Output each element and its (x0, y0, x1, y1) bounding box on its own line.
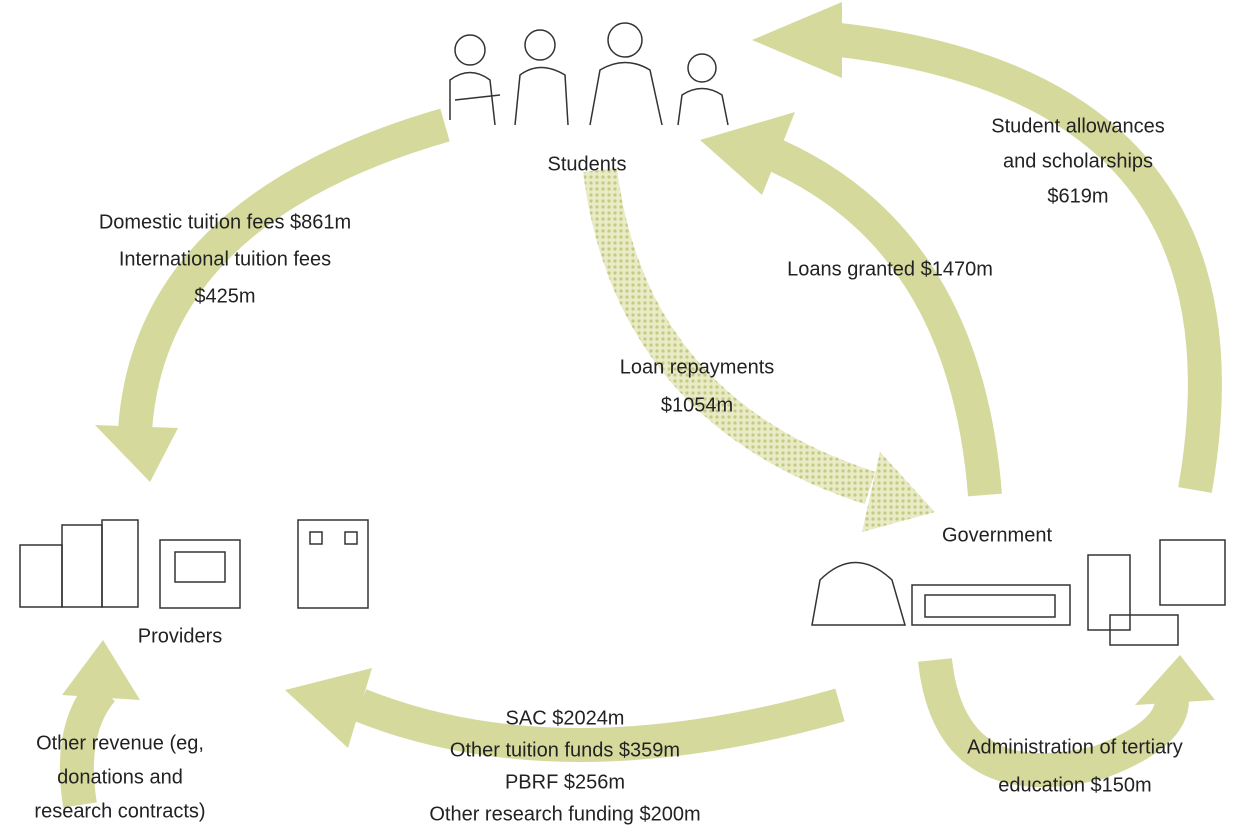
node-label: Providers (138, 625, 222, 647)
flow-label: PBRF $256m (505, 771, 625, 793)
flow-label: and scholarships (1003, 150, 1153, 172)
arrowhead (752, 2, 842, 78)
arrowhead (95, 425, 178, 482)
flow-label: $1054m (661, 394, 733, 416)
arrowhead (700, 112, 795, 195)
flow-label: Other revenue (eg, (36, 732, 204, 754)
arrow-loan-repayments (583, 167, 876, 505)
arrow-loans-granted (768, 139, 1002, 497)
flow-label: SAC $2024m (506, 707, 625, 729)
flow-label: $619m (1047, 185, 1108, 207)
node-label: Government (942, 524, 1052, 546)
flow-label: Loans granted $1470m (787, 258, 993, 280)
arrowhead (862, 452, 935, 532)
flow-label: Other research funding $200m (429, 803, 700, 825)
arrow-tuition (118, 108, 450, 432)
flow-label: Student allowances (991, 115, 1164, 137)
flow-label: Domestic tuition fees $861m (99, 211, 351, 233)
flow-label: International tuition fees (119, 248, 331, 270)
arrowhead (62, 640, 140, 700)
government-illustration (811, 539, 1226, 646)
flow-label: Loan repayments (620, 356, 775, 378)
providers-illustration (19, 519, 369, 609)
arrow-admin (918, 657, 1189, 788)
flow-label: education $150m (998, 774, 1151, 796)
arrow-other-revenue (59, 678, 116, 808)
flow-label: Other tuition funds $359m (450, 739, 680, 761)
labels: Students Providers Government Domestic tuit… (34, 115, 1182, 825)
students-illustration (449, 22, 729, 126)
arrow-sac (353, 688, 845, 762)
flow-label: research contracts) (34, 800, 205, 822)
flow-label: $425m (194, 285, 255, 307)
node-label: Students (548, 153, 627, 175)
arrows (59, 2, 1222, 808)
arrowhead (285, 668, 372, 748)
flow-label: Administration of tertiary (967, 736, 1183, 758)
flow-label: donations and (57, 766, 183, 788)
arrowhead (1135, 655, 1215, 705)
arrow-allowances (838, 23, 1222, 493)
